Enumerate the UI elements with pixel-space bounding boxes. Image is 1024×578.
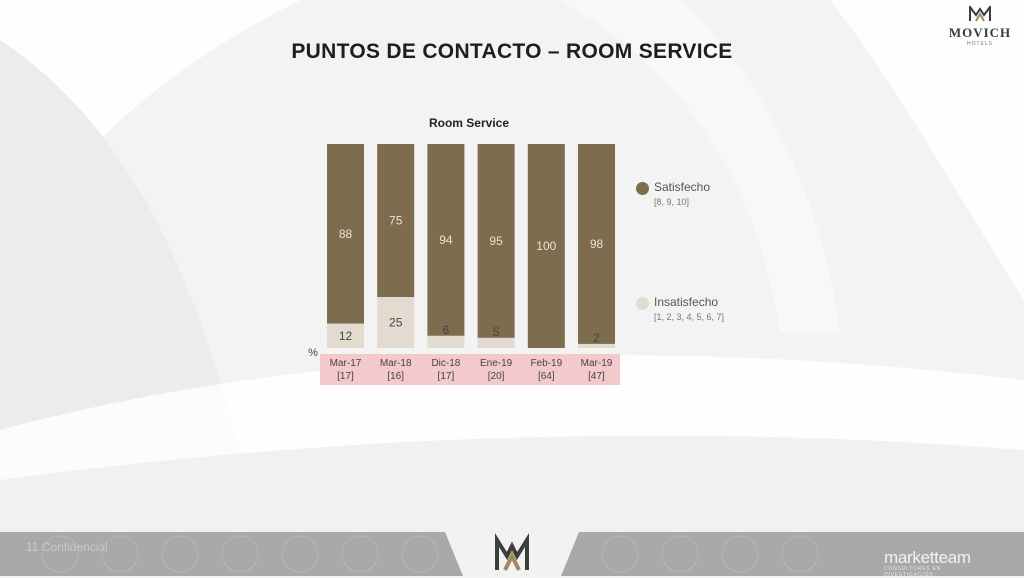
category-label-dic-18: Dic-18 bbox=[431, 358, 460, 369]
legend-label-insatisfecho: Insatisfecho bbox=[654, 295, 719, 309]
data-label-satisfecho-dic-18: 94 bbox=[439, 233, 453, 247]
sample-size-mar-17: [17] bbox=[337, 371, 354, 382]
category-label-mar-17: Mar-17 bbox=[330, 358, 362, 369]
bar-satisfecho-mar-17 bbox=[327, 144, 364, 324]
data-label-satisfecho-feb-19: 100 bbox=[536, 239, 556, 253]
bar-insatisfecho-mar-18 bbox=[377, 297, 415, 348]
marketteam-logo-text: marketteam bbox=[884, 548, 971, 567]
bar-insatisfecho-ene-19 bbox=[477, 337, 515, 348]
brand-sub: HOTELS bbox=[966, 41, 993, 47]
bar-satisfecho-mar-18 bbox=[377, 144, 415, 297]
bar-satisfecho-ene-19 bbox=[477, 144, 515, 338]
footer-brand: marketteam CONSULTORES EN INVESTIGACIÓN bbox=[884, 548, 974, 578]
unit-label: % bbox=[308, 347, 318, 359]
data-label-insatisfecho-ene-19: 5 bbox=[493, 325, 500, 339]
sample-size-dic-18: [17] bbox=[438, 371, 455, 382]
bar-insatisfecho-dic-18 bbox=[427, 335, 465, 348]
brand-name: MOVICH bbox=[948, 25, 1012, 40]
category-label-band bbox=[320, 354, 620, 385]
sample-size-mar-18: [16] bbox=[387, 371, 404, 382]
bar-satisfecho-mar-19 bbox=[578, 144, 615, 344]
movich-logo-icon bbox=[969, 3, 991, 22]
data-label-insatisfecho-dic-18: 6 bbox=[443, 323, 450, 337]
bar-insatisfecho-mar-17 bbox=[327, 323, 364, 348]
marketteam-sub: CONSULTORES EN INVESTIGACIÓN bbox=[884, 566, 942, 578]
legend-swatch-satisfecho bbox=[636, 182, 649, 195]
bar-satisfecho-dic-18 bbox=[427, 144, 465, 336]
data-label-satisfecho-mar-17: 88 bbox=[339, 227, 353, 241]
legend-scale-insatisfecho: [1, 2, 3, 4, 5, 6, 7] bbox=[654, 312, 725, 322]
bar-insatisfecho-mar-19 bbox=[578, 343, 615, 348]
data-label-satisfecho-mar-18: 75 bbox=[389, 214, 403, 228]
data-label-insatisfecho-mar-18: 25 bbox=[389, 316, 403, 330]
sample-size-feb-19: [64] bbox=[538, 371, 555, 382]
footer-logo-plate bbox=[445, 532, 579, 576]
bar-satisfecho-feb-19 bbox=[527, 144, 565, 348]
category-label-mar-19: Mar-19 bbox=[581, 358, 613, 369]
legend-swatch-insatisfecho bbox=[636, 297, 649, 310]
footer-pattern bbox=[41, 535, 819, 573]
data-label-satisfecho-mar-19: 98 bbox=[590, 237, 604, 251]
brand-logo: MOVICH HOTELS bbox=[940, 3, 1020, 47]
category-label-ene-19: Ene-19 bbox=[480, 358, 513, 369]
category-label-feb-19: Feb-19 bbox=[530, 358, 562, 369]
footer-page-confidential: 11 Confidencial bbox=[26, 540, 108, 554]
sample-size-ene-19: [20] bbox=[488, 371, 505, 382]
legend-scale-satisfecho: [8, 9, 10] bbox=[654, 197, 690, 207]
page-title: PUNTOS DE CONTACTO – ROOM SERVICE bbox=[291, 40, 733, 63]
category-label-mar-18: Mar-18 bbox=[380, 358, 412, 369]
data-label-insatisfecho-mar-19: 2 bbox=[593, 331, 600, 345]
sample-size-mar-19: [47] bbox=[588, 371, 605, 382]
legend-label-satisfecho: Satisfecho bbox=[654, 180, 711, 194]
data-label-insatisfecho-mar-17: 12 bbox=[339, 329, 353, 343]
chart-title: Room Service bbox=[429, 116, 509, 130]
stacked-bar-chart: Room Service % 88 12 75 25 94 6 95 5 100 98 2 Mar-… bbox=[308, 116, 620, 385]
data-label-satisfecho-ene-19: 95 bbox=[489, 234, 503, 248]
movich-footer-logo-icon bbox=[495, 533, 529, 571]
